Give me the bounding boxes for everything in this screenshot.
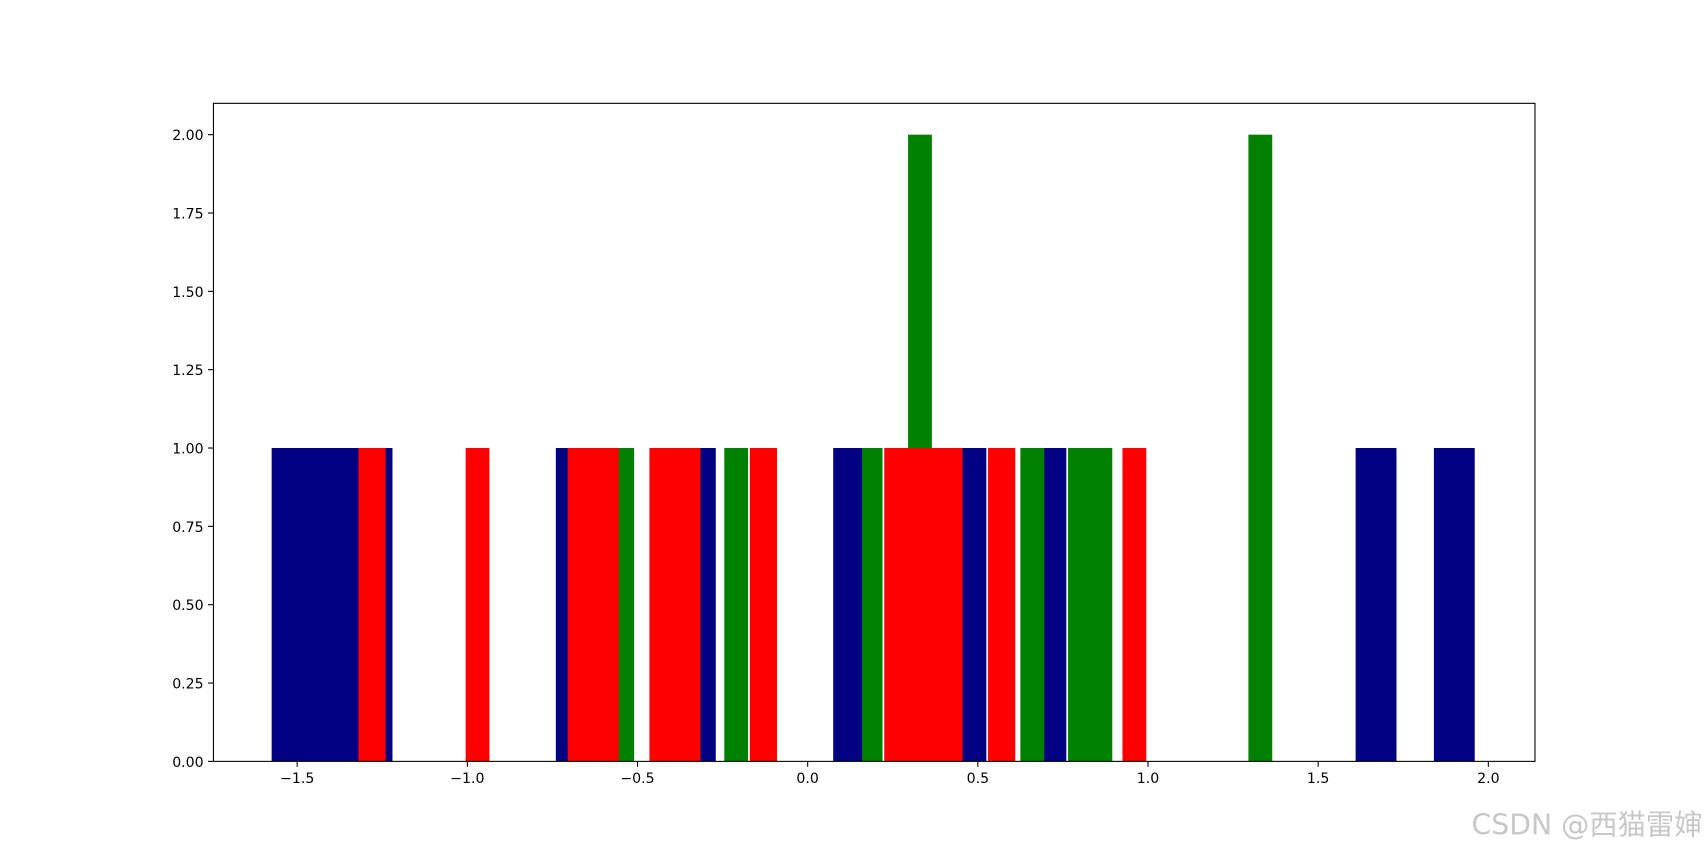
x-tick-label: 1.0 [1137,771,1159,787]
watermark: CSDN @西猫雷婶 [1472,809,1703,842]
bar [465,448,490,762]
bar [1122,448,1147,762]
bar [1068,448,1113,762]
bar [1248,134,1273,762]
x-tick-label: 2.0 [1477,771,1499,787]
y-tick-label: 0.25 [172,676,203,692]
y-tick-label: 1.50 [172,285,203,301]
bar [749,448,778,762]
bar [358,448,386,762]
bar [862,448,883,762]
bar [884,448,963,762]
y-tick-label: 2.00 [172,128,203,144]
bar [724,448,749,762]
x-tick-label: 0.5 [967,771,989,787]
y-tick-label: 1.00 [172,441,203,457]
bar [1020,448,1045,762]
y-tick-label: 0.75 [172,520,203,536]
bar [1355,448,1397,762]
bar [649,448,701,762]
y-tick-label: 1.75 [172,206,203,222]
bar [988,448,1016,762]
y-tick-label: 0.00 [172,755,203,771]
bar [567,448,619,762]
x-tick-label: 0.0 [796,771,818,787]
y-tick-label: 1.25 [172,363,203,379]
x-tick-label: 1.5 [1307,771,1329,787]
x-tick-label: −0.5 [620,771,654,787]
bar [1433,448,1475,762]
y-tick-label: 0.50 [172,598,203,614]
axes-frame [212,102,1536,762]
plot-area [271,134,1475,762]
x-tick-label: −1.5 [280,771,314,787]
x-tick-label: −1.0 [450,771,484,787]
bar [271,448,357,762]
